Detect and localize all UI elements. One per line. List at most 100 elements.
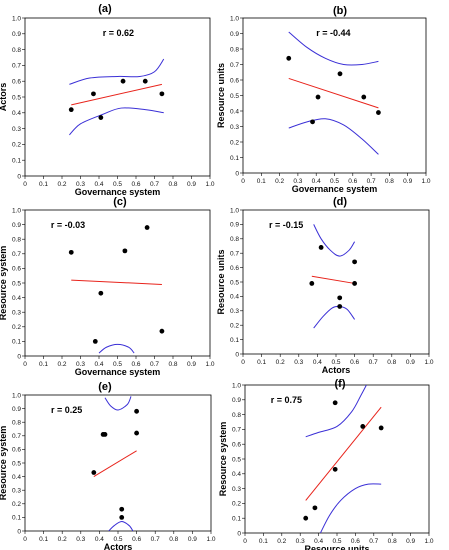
- data-point: [361, 94, 367, 100]
- x-tick-label: 0.3: [294, 359, 303, 366]
- x-tick-label: 0: [241, 359, 245, 366]
- x-axis-title: Actors: [104, 542, 133, 550]
- y-tick-label: 0.5: [12, 460, 21, 467]
- data-point: [119, 506, 125, 512]
- y-tick-label: 0.2: [230, 323, 239, 330]
- x-tick-label: 0.9: [406, 538, 415, 545]
- y-tick-label: 0.1: [12, 339, 21, 346]
- ci-upper-curve: [288, 31, 379, 66]
- x-tick-label: 0: [23, 181, 27, 188]
- y-tick-label: 0.7: [12, 433, 21, 440]
- data-point: [159, 91, 165, 97]
- x-tick-label: 0.8: [387, 359, 396, 366]
- y-tick-label: 1.0: [232, 382, 241, 389]
- correlation-label: r = 0.75: [271, 395, 302, 405]
- x-tick-label: 0.2: [58, 536, 67, 543]
- panel-e: 0 0.1 0.2 0.3 0.4 0.5 0.6 0.7 0.8 0.9 1.0 0 0.1 0.2 0.…: [0, 381, 216, 550]
- plot-frame: [24, 17, 211, 177]
- correlation-label: r = -0.44: [316, 28, 350, 38]
- data-point: [91, 470, 97, 475]
- ci-upper-curve: [305, 385, 367, 438]
- y-axis-title: Resource system: [0, 246, 8, 321]
- x-tick-label: 0.7: [369, 538, 378, 545]
- data-point: [337, 295, 343, 301]
- x-tick-label: 1.0: [424, 359, 433, 366]
- y-tick-label: 0.3: [230, 308, 239, 315]
- y-tick-label: 0.8: [12, 420, 21, 427]
- correlation-label: r = 0.62: [103, 28, 134, 38]
- data-point: [92, 339, 98, 344]
- x-tick-label: 0.6: [131, 181, 140, 188]
- x-tick-label: 0.1: [259, 538, 268, 545]
- regression-line: [71, 83, 163, 106]
- x-tick-label: 0.3: [76, 181, 85, 188]
- x-tick-label: 0.9: [403, 178, 412, 185]
- panel-b: 0 0.1 0.2 0.3 0.4 0.5 0.6 0.7 0.8 0.9 1.0 0 0.1 0.2 0.…: [216, 5, 431, 194]
- data-point: [315, 94, 321, 100]
- data-point: [352, 281, 357, 286]
- x-tick-label: 0.3: [296, 538, 305, 545]
- data-point: [119, 515, 125, 520]
- y-tick-label: 0: [17, 528, 21, 535]
- y-tick-label: 0.5: [230, 279, 239, 286]
- y-tick-label: 0.4: [12, 295, 21, 302]
- ci-upper-curve: [98, 343, 135, 354]
- y-tick-label: 0.8: [232, 412, 241, 419]
- correlation-label: r = -0.03: [51, 220, 85, 230]
- plot-frame: [242, 209, 430, 355]
- x-tick-label: 0.5: [113, 536, 122, 543]
- x-tick-label: 0.7: [151, 536, 160, 543]
- x-tick-label: 0.4: [314, 538, 323, 545]
- x-tick-label: 0.8: [168, 181, 177, 188]
- y-tick-label: 0.7: [12, 63, 21, 70]
- data-point: [360, 424, 366, 429]
- y-tick-label: 0.9: [12, 31, 21, 38]
- y-tick-label: 0.1: [12, 158, 21, 165]
- x-tick-label: 0.3: [76, 361, 85, 368]
- plot-frame: [242, 17, 427, 174]
- panel-label: (a): [98, 3, 112, 15]
- y-tick-label: 0.1: [230, 337, 239, 344]
- y-tick-label: 0.4: [230, 294, 239, 301]
- y-tick-label: 0: [235, 351, 239, 358]
- x-axis-title: Governance system: [75, 187, 161, 197]
- y-tick-label: 0.2: [12, 142, 21, 149]
- x-tick-label: 1.0: [206, 536, 215, 543]
- y-tick-label: 0.2: [230, 139, 239, 146]
- data-point: [376, 110, 381, 115]
- x-tick-label: 1.0: [205, 181, 214, 188]
- y-tick-label: 0.3: [230, 124, 239, 131]
- y-tick-label: 0.1: [230, 155, 239, 162]
- y-axis-title: Actors: [0, 83, 8, 112]
- y-tick-label: 0.6: [12, 79, 21, 86]
- data-point: [159, 328, 165, 334]
- panel-label: (b): [333, 5, 347, 17]
- x-tick-label: 0.5: [113, 361, 122, 368]
- x-tick-label: 0.3: [76, 536, 85, 543]
- y-tick-label: 0.6: [12, 266, 21, 273]
- panel-label: (f): [335, 378, 346, 390]
- x-tick-label: 0.5: [331, 359, 340, 366]
- ci-upper-curve: [69, 58, 165, 85]
- y-axis-title: Resource units: [216, 63, 226, 128]
- data-point: [134, 430, 140, 436]
- y-tick-label: 0.4: [12, 474, 21, 481]
- y-tick-label: 0.6: [230, 265, 239, 272]
- y-tick-label: 1.0: [230, 15, 239, 22]
- y-tick-label: 0.3: [12, 488, 21, 495]
- y-tick-label: 0.7: [230, 251, 239, 258]
- x-tick-label: 1.0: [421, 178, 430, 185]
- x-tick-label: 0.9: [188, 536, 197, 543]
- y-tick-label: 0.8: [12, 237, 21, 244]
- panel-label: (d): [333, 196, 347, 208]
- data-point: [68, 107, 74, 113]
- y-tick-label: 0.6: [12, 447, 21, 454]
- data-point: [309, 281, 315, 286]
- ci-lower-curve: [313, 305, 356, 329]
- y-tick-label: 1.0: [230, 207, 239, 214]
- x-tick-label: 0.2: [277, 538, 286, 545]
- data-point: [310, 119, 315, 125]
- data-point: [332, 466, 338, 472]
- x-tick-label: 0.1: [39, 181, 48, 188]
- x-tick-label: 0.1: [257, 178, 266, 185]
